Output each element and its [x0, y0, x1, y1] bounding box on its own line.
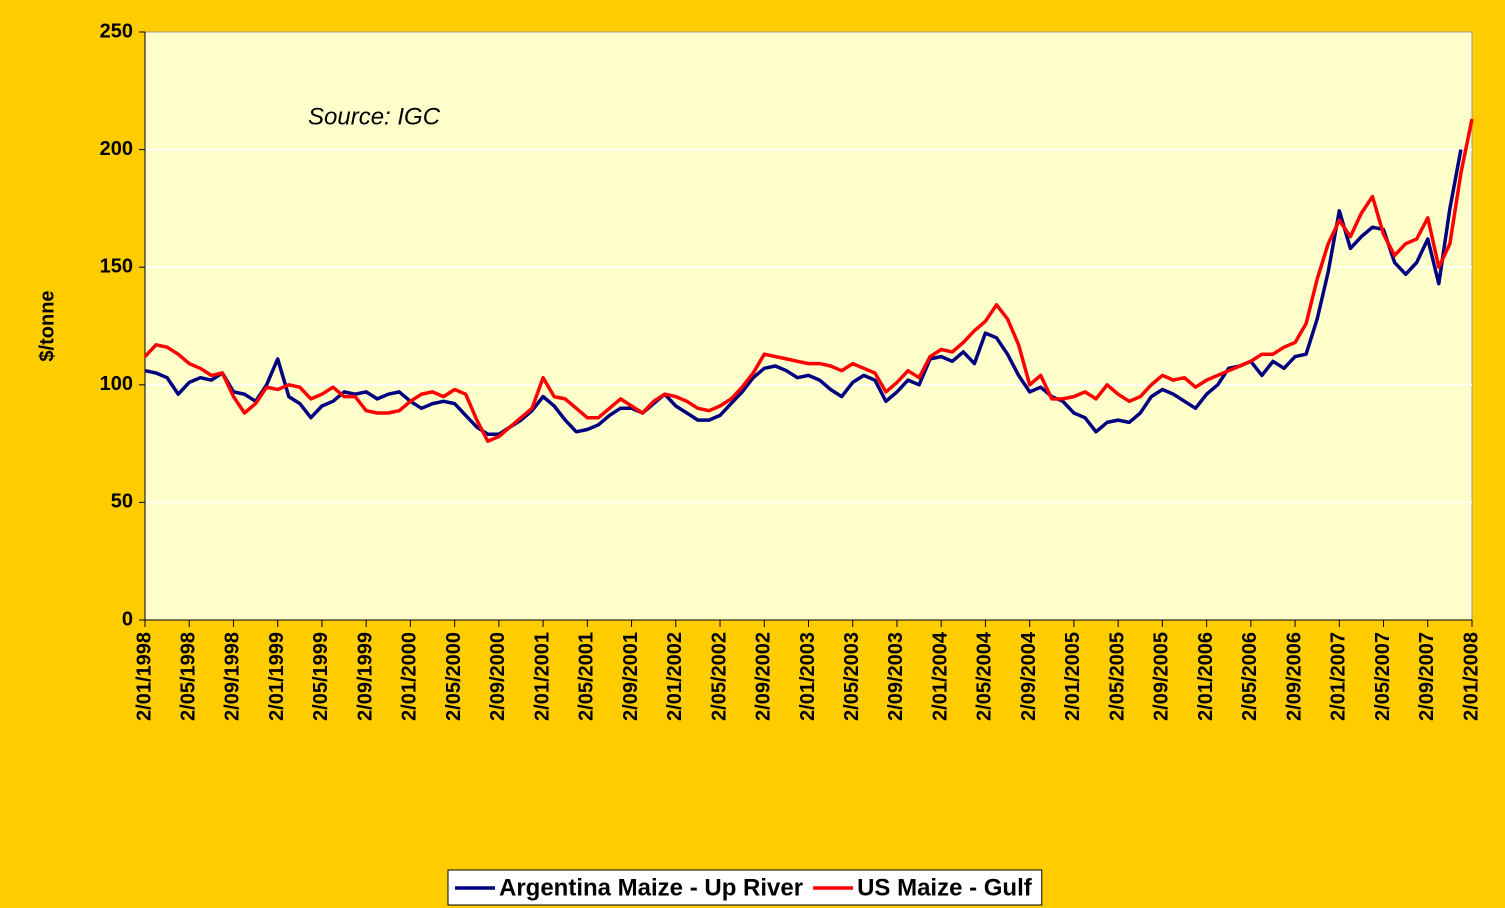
x-tick-label: 2/01/2000 — [399, 632, 421, 721]
x-tick-label: 2/09/2002 — [753, 632, 775, 721]
y-tick-label: 100 — [100, 373, 133, 395]
y-tick-label: 50 — [111, 491, 133, 513]
x-tick-label: 2/01/2003 — [797, 632, 819, 721]
x-tick-label: 2/09/2003 — [885, 632, 907, 721]
legend-label: Argentina Maize - Up River — [499, 874, 803, 901]
x-tick-label: 2/01/1998 — [133, 632, 155, 721]
x-tick-label: 2/05/2002 — [708, 632, 730, 721]
x-tick-label: 2/09/2000 — [487, 632, 509, 721]
x-tick-label: 2/05/2003 — [841, 632, 863, 721]
legend-box — [447, 869, 1043, 906]
legend-label: US Maize - Gulf — [857, 874, 1033, 901]
x-tick-label: 2/05/2000 — [443, 632, 465, 721]
x-tick-label: 2/05/2004 — [974, 631, 996, 721]
y-tick-label: 200 — [100, 138, 133, 160]
x-tick-label: 2/01/1999 — [266, 632, 288, 721]
series-line — [143, 118, 1474, 443]
y-tick-label: 150 — [100, 255, 133, 277]
x-tick-label: 2/09/1998 — [222, 632, 244, 721]
y-axis-label: $/tonne — [36, 290, 58, 361]
x-tick-label: 2/09/2001 — [620, 632, 642, 721]
x-tick-label: 2/01/2004 — [929, 631, 951, 721]
x-tick-label: 2/09/1999 — [354, 632, 376, 721]
x-tick-label: 2/09/2007 — [1416, 632, 1438, 721]
x-tick-label: 2/01/2007 — [1328, 632, 1350, 721]
x-tick-label: 2/01/2002 — [664, 632, 686, 721]
legend: Argentina Maize - Up River US Maize - Gul… — [447, 869, 1043, 906]
y-tick-label: 0 — [122, 608, 133, 630]
x-tick-label: 2/01/2006 — [1195, 632, 1217, 721]
x-tick-label: 2/05/1998 — [178, 632, 200, 721]
x-tick-label: 2/05/2001 — [576, 632, 598, 721]
x-tick-label: 2/05/2005 — [1106, 632, 1128, 721]
x-tick-label: 2/01/2005 — [1062, 632, 1084, 721]
plot-area — [144, 31, 1473, 621]
x-tick-label: 2/05/1999 — [310, 632, 332, 721]
annotation: Source: IGC — [308, 103, 441, 130]
x-tick-label: 2/09/2006 — [1283, 632, 1305, 721]
x-tick-label: 2/09/2004 — [1018, 631, 1040, 721]
x-tick-label: 2/09/2005 — [1151, 632, 1173, 721]
x-tick-label: 2/05/2007 — [1372, 632, 1394, 721]
x-tick-label: 2/01/2001 — [531, 632, 553, 721]
x-tick-label: 2/05/2006 — [1239, 632, 1261, 721]
y-tick-label: 250 — [100, 20, 133, 42]
x-tick-label: 2/01/2008 — [1460, 632, 1482, 721]
